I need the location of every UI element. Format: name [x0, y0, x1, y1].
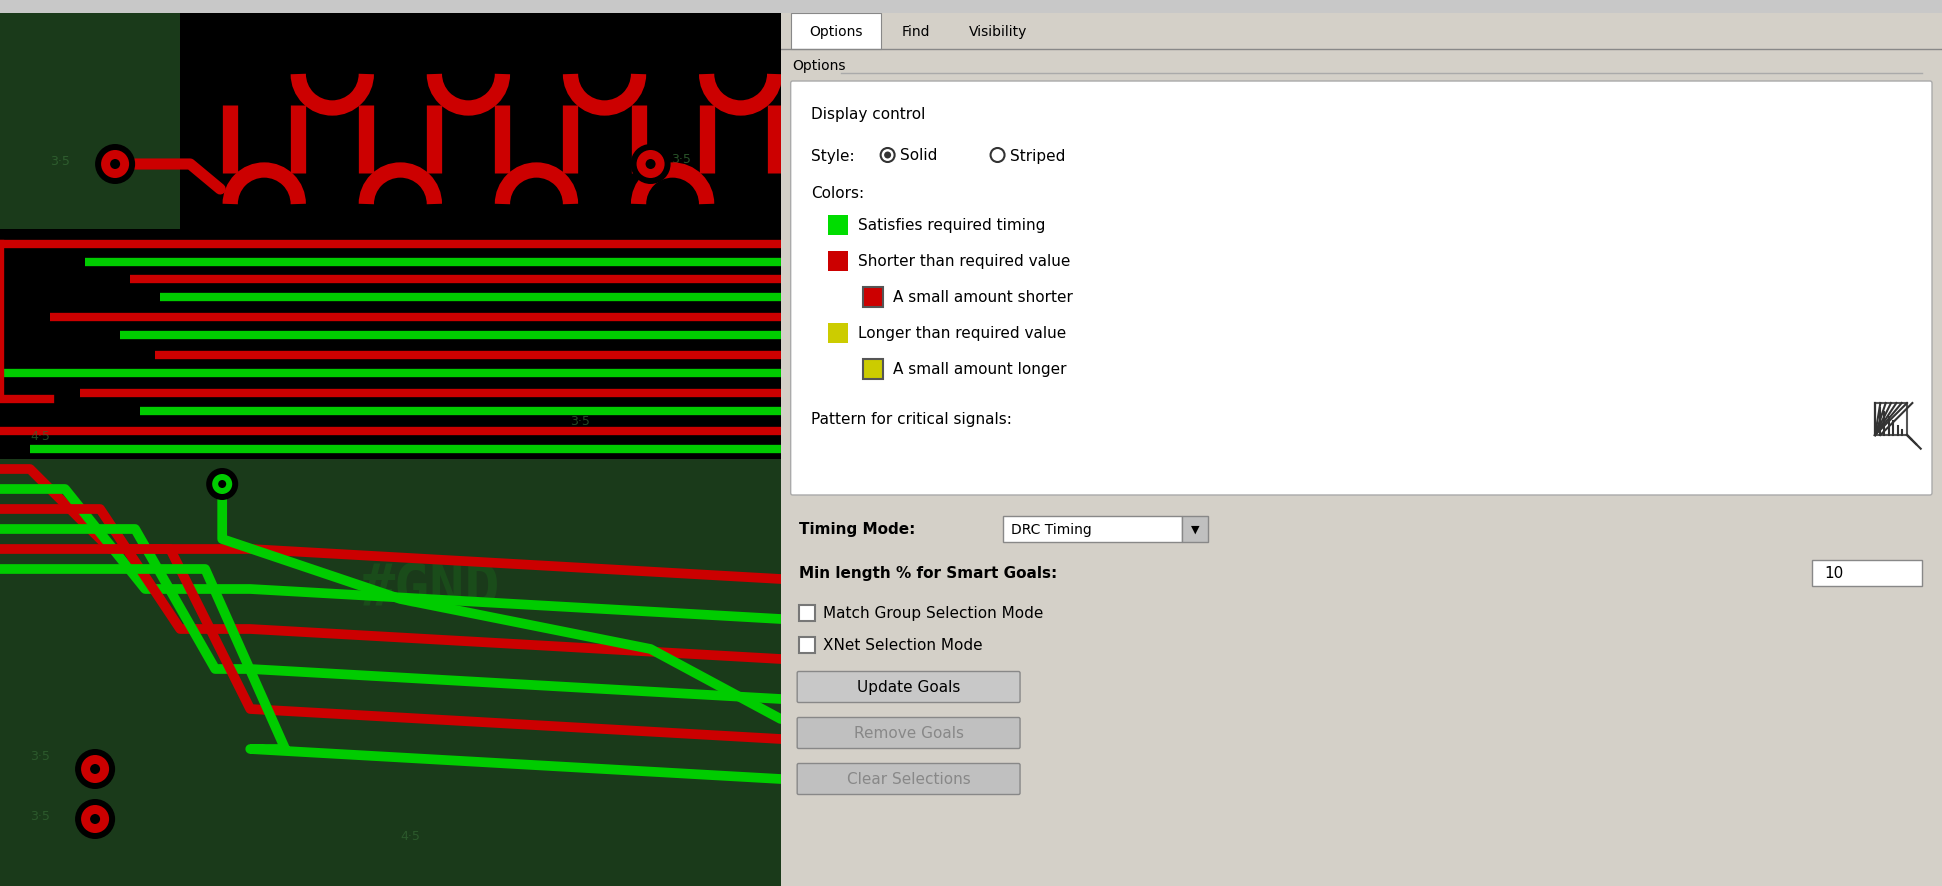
- Text: 3·5: 3·5: [29, 809, 50, 822]
- Text: Longer than required value: Longer than required value: [858, 326, 1066, 341]
- Circle shape: [637, 151, 664, 179]
- Text: Options: Options: [810, 25, 862, 39]
- Text: Options: Options: [792, 59, 847, 73]
- Text: A small amount shorter: A small amount shorter: [893, 291, 1072, 305]
- Circle shape: [990, 149, 1004, 163]
- Circle shape: [76, 750, 115, 789]
- Bar: [827, 323, 847, 344]
- Bar: [798, 605, 814, 621]
- Text: ▼: ▼: [1190, 525, 1200, 534]
- Bar: [1876, 403, 1907, 436]
- Text: A small amount longer: A small amount longer: [893, 362, 1066, 377]
- Text: Style:: Style:: [810, 148, 854, 163]
- Text: 3·5: 3·5: [29, 750, 50, 762]
- Text: 3·5: 3·5: [670, 152, 691, 166]
- Circle shape: [101, 151, 128, 179]
- Text: Shorter than required value: Shorter than required value: [858, 254, 1070, 269]
- Bar: [181, 14, 781, 244]
- Text: 4·5: 4·5: [29, 430, 50, 442]
- FancyBboxPatch shape: [796, 764, 1020, 795]
- Bar: [781, 0, 1942, 14]
- Text: #GND: #GND: [359, 561, 501, 618]
- Text: 10: 10: [1824, 566, 1843, 581]
- Circle shape: [82, 755, 109, 783]
- Circle shape: [89, 764, 101, 774]
- Bar: [798, 637, 814, 653]
- Text: Find: Find: [901, 25, 930, 39]
- Bar: [0, 14, 184, 613]
- Text: Match Group Selection Mode: Match Group Selection Mode: [823, 606, 1043, 621]
- Text: Solid: Solid: [899, 148, 936, 163]
- Text: Display control: Display control: [810, 106, 924, 121]
- Text: Remove Goals: Remove Goals: [854, 726, 963, 741]
- Bar: [0, 460, 781, 886]
- Text: Update Goals: Update Goals: [856, 680, 959, 695]
- FancyBboxPatch shape: [796, 672, 1020, 703]
- Text: Colors:: Colors:: [810, 186, 864, 201]
- Circle shape: [89, 814, 101, 824]
- Text: XNet Selection Mode: XNet Selection Mode: [823, 638, 983, 653]
- Circle shape: [76, 799, 115, 839]
- Text: Pattern for critical signals:: Pattern for critical signals:: [810, 412, 1012, 427]
- Bar: [862, 360, 882, 379]
- FancyBboxPatch shape: [796, 718, 1020, 749]
- Bar: [1002, 517, 1183, 542]
- Text: Striped: Striped: [1010, 148, 1064, 163]
- Circle shape: [218, 480, 225, 488]
- Circle shape: [82, 805, 109, 833]
- Bar: [0, 0, 781, 14]
- Circle shape: [95, 144, 136, 185]
- Bar: [1183, 517, 1208, 542]
- Circle shape: [206, 469, 239, 501]
- Text: Satisfies required timing: Satisfies required timing: [858, 218, 1045, 233]
- Circle shape: [645, 159, 656, 170]
- Bar: [781, 14, 1942, 50]
- Circle shape: [631, 144, 670, 185]
- Bar: [790, 14, 880, 50]
- Circle shape: [212, 475, 233, 494]
- Bar: [862, 288, 882, 307]
- Text: Min length % for Smart Goals:: Min length % for Smart Goals:: [798, 566, 1056, 581]
- Text: 3·5: 3·5: [50, 155, 70, 167]
- Bar: [827, 216, 847, 236]
- Text: Clear Selections: Clear Selections: [847, 772, 971, 787]
- Bar: [827, 252, 847, 272]
- Text: 4·5: 4·5: [400, 829, 419, 842]
- Text: Timing Mode:: Timing Mode:: [798, 522, 915, 537]
- Circle shape: [880, 149, 895, 163]
- Text: 3·5: 3·5: [571, 415, 590, 428]
- Bar: [0, 229, 781, 460]
- Text: Visibility: Visibility: [969, 25, 1027, 39]
- Circle shape: [111, 159, 120, 170]
- Bar: [1812, 560, 1923, 587]
- Circle shape: [884, 152, 891, 159]
- Text: DRC Timing: DRC Timing: [1010, 523, 1091, 536]
- FancyBboxPatch shape: [790, 82, 1932, 495]
